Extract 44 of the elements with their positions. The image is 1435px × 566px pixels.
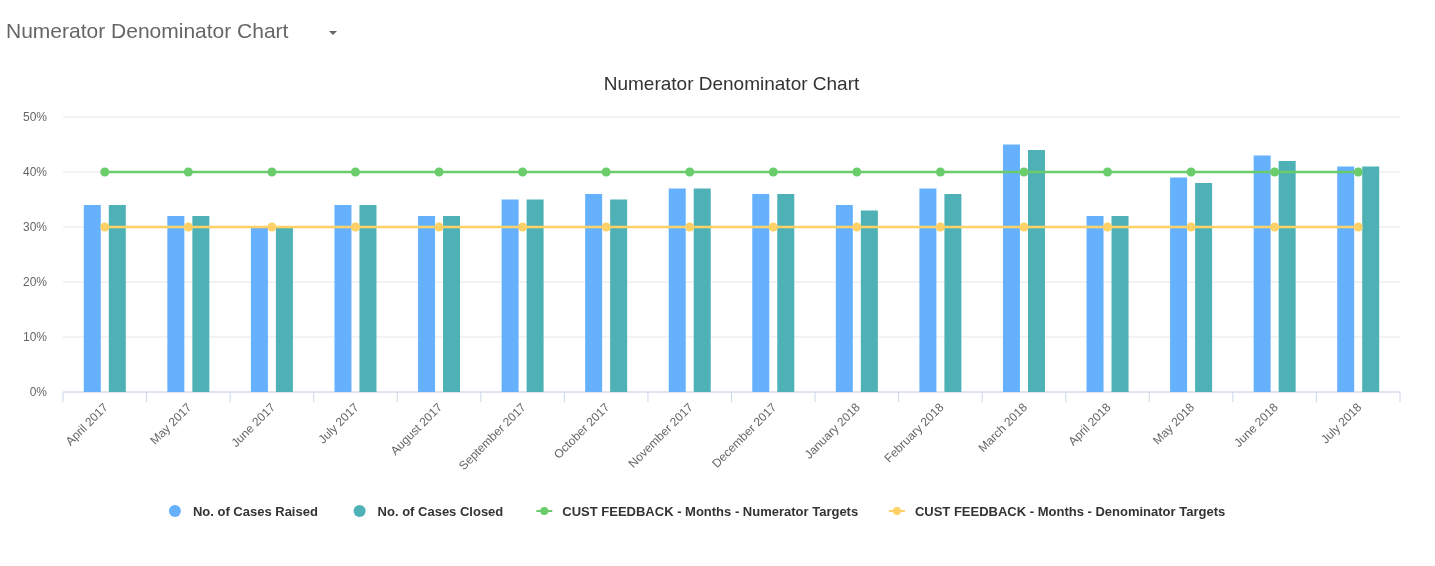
chart-title: Numerator Denominator Chart xyxy=(603,73,860,94)
bar xyxy=(501,199,519,392)
y-tick-label: 20% xyxy=(22,275,48,289)
bar xyxy=(752,194,770,392)
bar xyxy=(1002,144,1020,392)
bar xyxy=(418,216,436,392)
bar xyxy=(1253,155,1271,392)
bar xyxy=(585,194,603,392)
y-tick-label: 30% xyxy=(22,220,48,234)
y-tick-label: 40% xyxy=(22,165,48,179)
bar xyxy=(167,216,185,392)
bar xyxy=(83,205,101,392)
bar xyxy=(1362,166,1380,392)
bar xyxy=(192,216,210,392)
bar xyxy=(250,227,268,392)
bar xyxy=(334,205,352,392)
legend-label: No. of Cases Raised xyxy=(192,504,318,519)
y-tick-label: 10% xyxy=(22,330,48,344)
bar xyxy=(359,205,377,392)
text: Numerator Denominator Chart xyxy=(6,19,289,42)
legend-label: CUST FEEDBACK - Months - Numerator Targets xyxy=(562,504,859,519)
bar xyxy=(1027,150,1045,392)
bar xyxy=(835,205,853,392)
bar xyxy=(777,194,795,392)
bar xyxy=(1111,216,1129,392)
bar xyxy=(1086,216,1104,392)
bar xyxy=(443,216,461,392)
bar xyxy=(1170,177,1188,392)
bar xyxy=(668,188,686,392)
y-tick-label: 0% xyxy=(29,385,48,399)
bar xyxy=(1195,183,1213,392)
bar xyxy=(1337,166,1355,392)
y-tick-label: 50% xyxy=(22,110,48,124)
bar xyxy=(1278,161,1296,392)
bar xyxy=(610,199,628,392)
bar xyxy=(526,199,544,392)
legend-label: No. of Cases Closed xyxy=(377,504,504,519)
bar xyxy=(919,188,937,392)
bar xyxy=(693,188,711,392)
bar xyxy=(275,227,293,392)
legend-label: CUST FEEDBACK - Months - Denominator Targets xyxy=(914,504,1226,519)
bar xyxy=(108,205,126,392)
bar xyxy=(944,194,962,392)
bar xyxy=(860,210,878,392)
